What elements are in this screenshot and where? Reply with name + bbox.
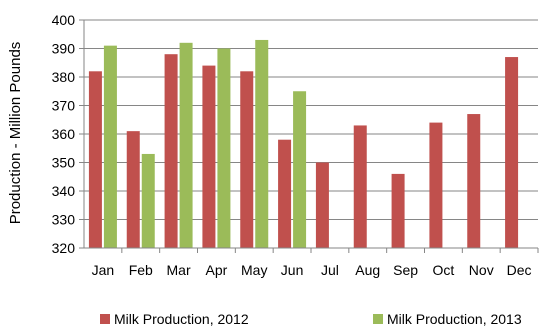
bar-dec-series-1 — [505, 57, 519, 248]
bar-may-series-1 — [240, 71, 254, 248]
legend: Milk Production, 2012 Milk Production, 20… — [100, 311, 522, 327]
bar-apr-series-2 — [217, 48, 231, 248]
y-tick-label: 340 — [52, 183, 76, 199]
bar-apr-series-1 — [202, 65, 216, 248]
x-tick-label: Nov — [469, 262, 494, 278]
x-tick-label: Apr — [206, 262, 228, 278]
y-tick-label: 370 — [52, 98, 76, 114]
bar-sep-series-1 — [391, 173, 405, 248]
legend-label: Milk Production, 2013 — [387, 311, 522, 327]
x-tick-label: Jun — [281, 262, 304, 278]
x-tick-label: Aug — [355, 262, 380, 278]
bar-feb-series-1 — [126, 131, 140, 248]
bar-aug-series-1 — [353, 125, 367, 248]
y-tick-label: 360 — [52, 126, 76, 142]
bar-oct-series-1 — [429, 122, 443, 248]
y-tick-label: 380 — [52, 69, 76, 85]
axes: 320 330 340 350 360 370 380 390 400 Jan Feb Mar Apr M… — [52, 12, 539, 278]
y-tick-label: 350 — [52, 155, 76, 171]
x-tick-label: May — [241, 262, 267, 278]
x-tick-label: Feb — [129, 262, 153, 278]
bar-jun-series-2 — [293, 91, 307, 248]
bar-feb-series-2 — [141, 153, 155, 248]
bars — [88, 39, 519, 249]
x-tick-label: Jan — [92, 262, 115, 278]
x-tick-label: Sep — [393, 262, 418, 278]
y-tick-label: 400 — [52, 12, 76, 28]
bar-mar-series-1 — [164, 54, 178, 249]
bar-may-series-2 — [255, 39, 269, 249]
y-tick-label: 320 — [52, 240, 76, 256]
y-tick-label: 330 — [52, 212, 76, 228]
bar-nov-series-1 — [467, 114, 481, 248]
legend-label: Milk Production, 2012 — [114, 311, 249, 327]
bar-jul-series-1 — [315, 162, 329, 248]
bar-jan-series-2 — [103, 45, 117, 249]
gridlines — [84, 19, 538, 249]
legend-swatch — [373, 314, 383, 324]
x-tick-label: Jul — [321, 262, 339, 278]
bar-mar-series-2 — [179, 42, 193, 248]
y-axis-title: Production - Million Pounds — [7, 42, 24, 225]
x-tick-label: Dec — [507, 262, 532, 278]
x-tick-label: Mar — [167, 262, 191, 278]
legend-swatch — [100, 314, 110, 324]
bar-jun-series-1 — [278, 139, 292, 248]
y-tick-label: 390 — [52, 41, 76, 57]
bar-jan-series-1 — [88, 71, 102, 248]
x-tick-label: Oct — [433, 262, 455, 278]
